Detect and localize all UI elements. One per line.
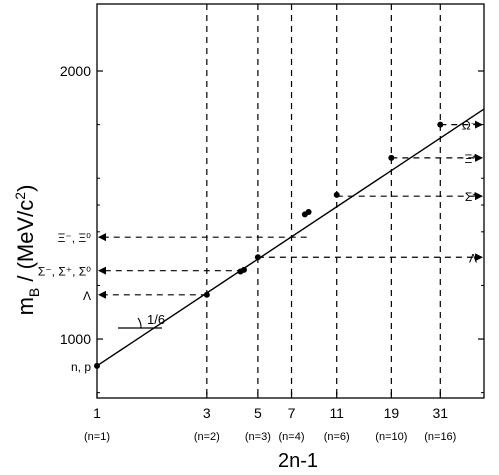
data-point-9 [437, 121, 444, 128]
y-tick-label-2000: 2000 [60, 63, 91, 79]
level-arrows [98, 120, 483, 299]
fit-line [96, 108, 485, 367]
data-point-3 [240, 266, 247, 273]
left-label-1: Λ [83, 289, 91, 303]
data-point-1 [203, 291, 210, 298]
x-axis-label: 2n-1 [278, 450, 318, 472]
data-point-7 [333, 191, 340, 198]
x-tick-label-7: 7 [288, 405, 296, 421]
chart-text: 1000 2000 1 (n=1) 3 (n=2) 5 (n=3) 7 (n=4) 11 (n=6) 1… [12, 63, 477, 472]
data-point-4 [254, 254, 261, 261]
data-point-6 [305, 208, 312, 215]
x-tick-sublabel-11: (n=6) [324, 431, 350, 443]
right-label-3: Ω⁻ [462, 119, 477, 133]
left-label-0: n, p [71, 360, 91, 374]
x-tick-label-1: 1 [93, 405, 101, 421]
slope-arc [137, 317, 142, 329]
left-label-3: Ξ⁻, Ξ⁰ [58, 231, 92, 245]
data-point-8 [388, 154, 395, 161]
x-tick-label-11: 11 [329, 405, 344, 421]
x-tick-sublabel-31: (n=16) [424, 431, 456, 443]
right-label-2: Ξ* [465, 152, 478, 166]
y-tick-label-1000: 1000 [60, 331, 91, 347]
data-points [94, 121, 444, 369]
x-tick-sublabel-1: (n=1) [84, 431, 110, 443]
x-tick-label-5: 5 [254, 405, 262, 421]
x-tick-label-31: 31 [433, 405, 449, 421]
x-tick-label-3: 3 [203, 405, 211, 421]
x-tick-sublabel-19: (n=10) [375, 431, 407, 443]
right-label-1: Σ* [465, 190, 477, 204]
plot-border [96, 3, 485, 399]
x-tick-sublabel-3: (n=2) [194, 431, 220, 443]
data-point-0 [94, 362, 100, 369]
x-tick-sublabel-5: (n=3) [245, 431, 271, 443]
x-tick-label-19: 19 [384, 405, 400, 421]
slope-label: 1/6 [147, 312, 165, 327]
x-tick-sublabel-7: (n=4) [279, 431, 305, 443]
y-axis-label: mB / (MeV/c2) [12, 185, 42, 316]
dashed-guides [206, 4, 441, 398]
right-label-0: Λ [469, 251, 477, 265]
plot-frame [96, 3, 485, 399]
left-label-2: Σ⁻, Σ⁺, Σ⁰ [38, 265, 91, 279]
fit-line-group [96, 108, 485, 367]
